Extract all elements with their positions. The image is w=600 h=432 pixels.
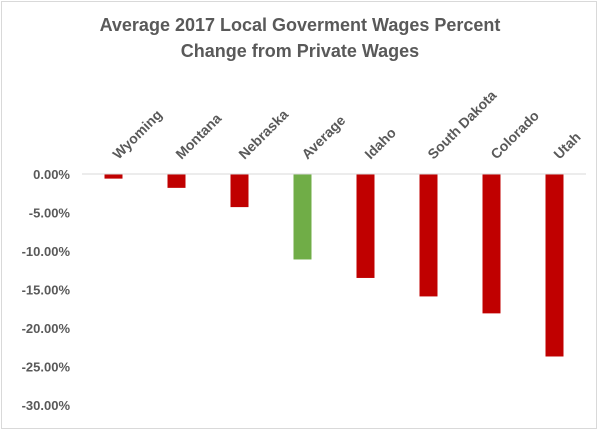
bar-nebraska bbox=[230, 174, 249, 208]
bar-montana bbox=[167, 174, 186, 188]
y-tick-label: -5.00% bbox=[29, 206, 71, 221]
y-tick-label: -10.00% bbox=[22, 244, 71, 259]
bar-wyoming bbox=[104, 174, 123, 179]
y-axis-ticks: 0.00% -5.00% -10.00% -15.00% -20.00% -25.00% -… bbox=[22, 167, 71, 413]
x-category-label: Montana bbox=[172, 110, 224, 162]
y-tick-label: -30.00% bbox=[22, 398, 71, 413]
x-axis-category-labels: Wyoming Montana Nebraska Average Idaho South … bbox=[109, 87, 583, 162]
bar-average bbox=[293, 174, 312, 260]
bar-idaho bbox=[356, 174, 375, 278]
chart-title: Average 2017 Local Goverment Wages Perce… bbox=[0, 12, 600, 64]
x-category-label: Average bbox=[298, 112, 348, 162]
x-category-label: Nebraska bbox=[235, 106, 291, 162]
bar-colorado bbox=[482, 174, 501, 314]
x-category-label: Utah bbox=[550, 129, 583, 162]
x-category-label: Wyoming bbox=[109, 106, 165, 162]
bars bbox=[104, 174, 564, 357]
bar-utah bbox=[545, 174, 564, 357]
y-tick-label: -25.00% bbox=[22, 360, 71, 375]
y-tick-label: -15.00% bbox=[22, 283, 71, 298]
chart-title-line-2: Change from Private Wages bbox=[180, 41, 420, 61]
y-tick-label: 0.00% bbox=[33, 167, 70, 182]
x-category-label: Idaho bbox=[361, 124, 399, 162]
chart-title-line-1: Average 2017 Local Goverment Wages Perce… bbox=[99, 15, 501, 35]
bar-south-dakota bbox=[419, 174, 438, 297]
x-category-label: Colorado bbox=[487, 107, 542, 162]
y-tick-label: -20.00% bbox=[22, 321, 71, 336]
